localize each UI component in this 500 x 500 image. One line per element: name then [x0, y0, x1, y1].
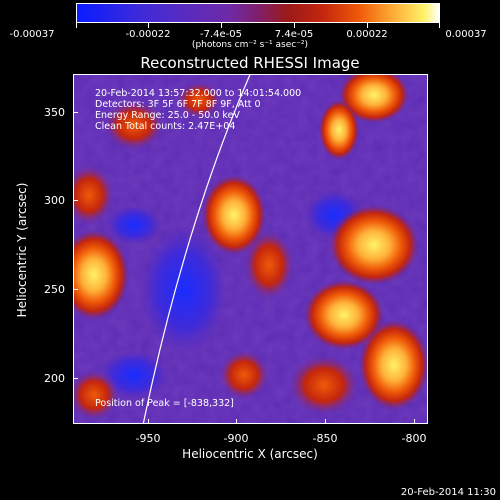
x-tick-label: -950	[135, 432, 161, 445]
peak-position-text: Position of Peak = [-838,332]	[95, 398, 234, 409]
rhessi-image-canvas	[74, 75, 427, 423]
y-tick-label: 300	[44, 194, 65, 207]
time-range-text: 20-Feb-2014 13:57:32.000 to 14:01:54.000	[95, 88, 302, 99]
colorbar-tick-label: -0.00022	[125, 29, 171, 40]
energy-range-text: Energy Range: 25.0 - 50.0 keV	[95, 110, 240, 121]
colorbar-units: (photons cm⁻² s⁻¹ asec⁻²)	[191, 40, 309, 50]
colorbar-tick-label: -0.00037	[9, 29, 55, 40]
x-tick-label: -900	[223, 432, 249, 445]
detectors-text: Detectors: 3F 5F 6F 7F 8F 9F, Att 0	[95, 99, 261, 110]
colorbar-gradient	[77, 4, 439, 22]
colorbar-tick-label: 0.00037	[445, 29, 487, 40]
x-axis-label: Heliocentric X (arcsec)	[182, 447, 318, 461]
y-tick-label: 350	[44, 106, 65, 119]
rhessi-image	[73, 74, 428, 424]
solar-limb-line	[142, 75, 251, 423]
colorbar-tick-label: 0.00022	[346, 29, 388, 40]
colorbar-tick-label: 7.4e-05	[274, 29, 314, 40]
image-title: Reconstructed RHESSI Image	[140, 54, 360, 72]
x-tick-label: -850	[312, 432, 338, 445]
render-timestamp: 20-Feb-2014 11:30	[400, 487, 496, 498]
y-tick-label: 250	[44, 283, 65, 296]
colorbar-tick-label: -7.4e-05	[200, 29, 242, 40]
clean-counts-text: Clean Total counts: 2.47E+04	[95, 121, 236, 132]
x-tick-label: -800	[401, 432, 427, 445]
y-axis-label: Heliocentric Y (arcsec)	[15, 182, 29, 318]
colorbar	[76, 3, 440, 23]
y-tick-label: 200	[44, 372, 65, 385]
